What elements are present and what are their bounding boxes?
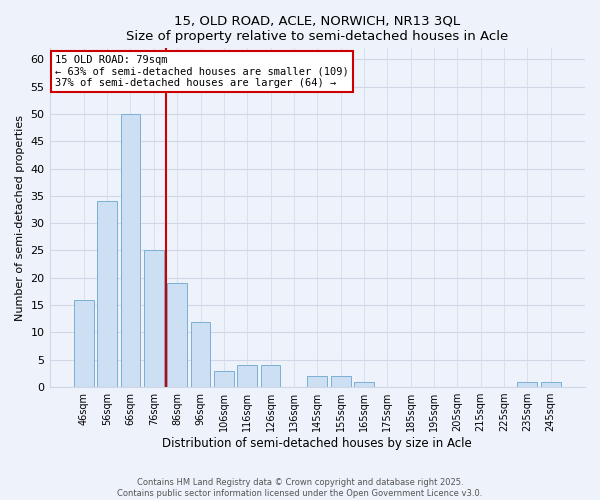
X-axis label: Distribution of semi-detached houses by size in Acle: Distribution of semi-detached houses by … [163,437,472,450]
Bar [541,382,560,387]
Bar [354,382,374,387]
Bar [517,382,538,387]
Bar [214,370,234,387]
Bar [238,365,257,387]
Bar [144,250,164,387]
Bar [74,300,94,387]
Bar [167,284,187,387]
Bar [97,202,117,387]
Y-axis label: Number of semi-detached properties: Number of semi-detached properties [15,114,25,320]
Bar [121,114,140,387]
Text: Contains HM Land Registry data © Crown copyright and database right 2025.
Contai: Contains HM Land Registry data © Crown c… [118,478,482,498]
Bar [191,322,211,387]
Bar [331,376,350,387]
Text: 15 OLD ROAD: 79sqm
← 63% of semi-detached houses are smaller (109)
37% of semi-d: 15 OLD ROAD: 79sqm ← 63% of semi-detache… [55,55,349,88]
Title: 15, OLD ROAD, ACLE, NORWICH, NR13 3QL
Size of property relative to semi-detached: 15, OLD ROAD, ACLE, NORWICH, NR13 3QL Si… [126,15,508,43]
Bar [260,365,280,387]
Bar [307,376,327,387]
